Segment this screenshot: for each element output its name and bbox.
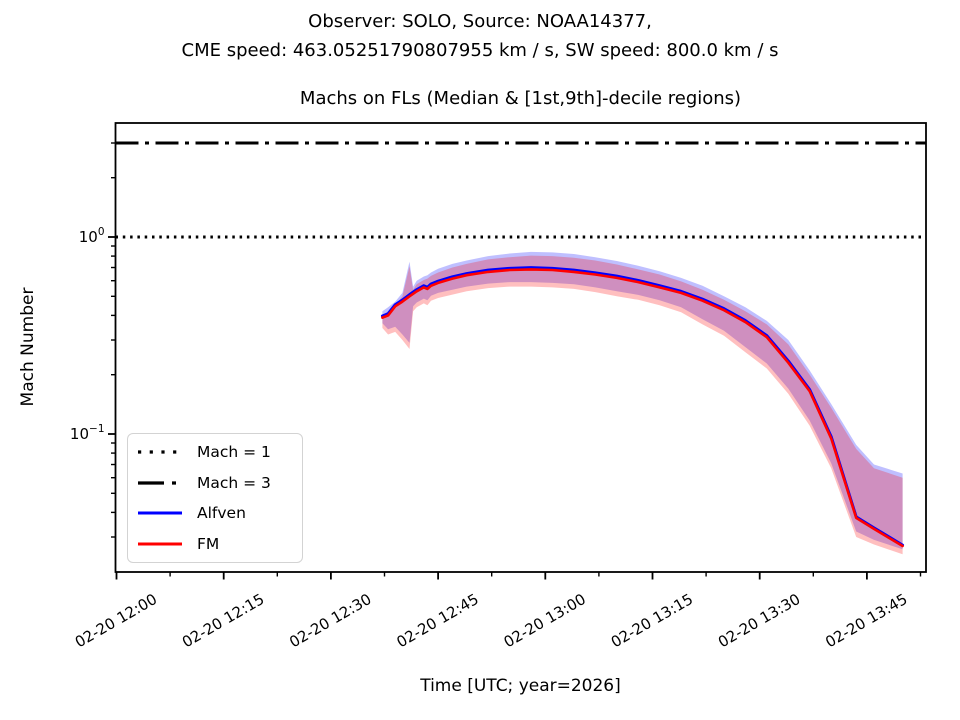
legend-entry-alfven: Alfven [135,498,302,529]
legend-line-sample-solid [138,542,182,546]
x-axis-tick-labels: 02-20 12:00 02-20 12:15 02-20 12:30 02-20 1… [72,590,911,651]
legend-label: FM [197,534,220,553]
y-axis-minor-ticks [111,142,116,538]
legend-label: Alfven [197,504,246,523]
axes-title: Machs on FLs (Median & [1st,9th]-decile … [299,88,742,109]
legend-entry-mach3: Mach = 3 [135,468,302,499]
x-tick-label: 02-20 13:30 [715,590,803,651]
x-tick-label: 02-20 12:00 [72,590,160,651]
decile-bands [382,251,903,555]
y-axis-tick-labels: 100 10−1 [70,226,105,443]
band-alfven [382,251,903,550]
x-axis-major-ticks [115,572,868,580]
median-lines [380,266,905,548]
legend-line-sample-solid [138,511,182,515]
x-tick-label: 02-20 12:45 [393,590,481,651]
legend-entry-mach1: Mach = 1 [135,437,302,468]
suptitle-line-2: CME speed: 463.05251790807955 km / s, SW… [181,40,779,61]
reference-lines [115,141,926,239]
x-tick-label: 02-20 13:45 [822,590,910,651]
legend: Mach = 1 Mach = 3 Alfven FM [127,433,303,563]
legend-label: Mach = 3 [197,473,271,492]
legend-label: Mach = 1 [197,443,271,462]
x-tick-label: 02-20 12:15 [179,590,267,651]
figure-suptitle: Observer: SOLO, Source: NOAA14377, CME s… [0,7,960,65]
axes-frame [114,122,927,573]
band-fm [382,255,903,555]
x-tick-label: 02-20 13:00 [501,590,589,651]
y-axis-major-ticks [108,236,116,435]
y-tick-label: 10−1 [70,423,105,443]
legend-entry-fm: FM [135,529,302,560]
suptitle-line-1: Observer: SOLO, Source: NOAA14377, [308,11,652,32]
y-tick-label: 100 [79,226,105,246]
x-tick-label: 02-20 12:30 [286,590,374,651]
x-tick-label: 02-20 13:15 [608,590,696,651]
legend-line-sample-dashdot [138,481,182,485]
legend-line-sample-dotted [138,450,182,454]
median-line-fm [381,268,904,548]
x-axis-minor-ticks [169,572,922,577]
x-axis-label: Time [UTC; year=2026] [420,676,621,696]
